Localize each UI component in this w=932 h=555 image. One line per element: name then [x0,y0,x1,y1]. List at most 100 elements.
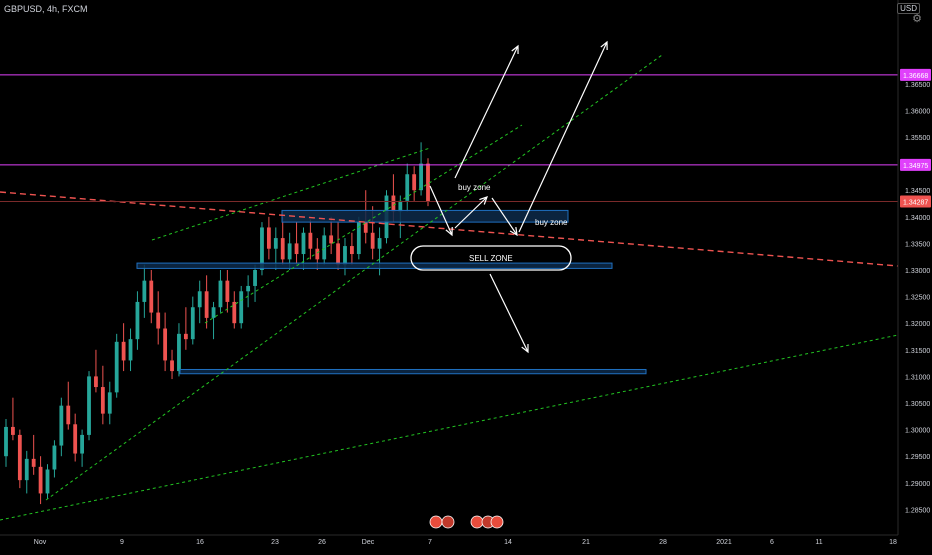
candle-body [356,222,361,255]
trend-line [204,124,523,324]
candle-body [11,426,15,435]
candle-body [45,469,50,494]
y-tick-label: 1.29000 [905,481,930,488]
candle-body [197,291,202,308]
sell-zone-outline [410,245,572,271]
candle-body [266,227,271,249]
trend-line [45,54,663,501]
candle-body [183,333,188,340]
candle-body [301,232,306,255]
candle-body [190,307,195,340]
candle-body [363,222,368,233]
candle-body [100,387,105,414]
candle-body [94,376,98,388]
currency-badge[interactable]: USD [897,3,920,14]
candle-body [322,235,327,260]
trend-line [151,147,431,241]
y-tick-label: 1.32500 [905,295,930,302]
annotation-label: SELL ZONE [469,254,513,263]
event-marker [490,515,504,529]
x-tick-label: 28 [659,539,667,546]
y-tick-label: 1.33500 [905,241,930,248]
candle-body [391,195,396,212]
zone-box [281,209,569,223]
candle-body [204,291,209,318]
candle-body [80,434,85,454]
y-tick-label: 1.34500 [905,188,930,195]
candle-body [239,291,244,324]
y-tick-label: 1.36500 [905,82,930,89]
candle-body [377,238,382,249]
candle-body [419,163,423,191]
arrow-line [454,196,488,229]
y-tick-label: 1.30500 [905,401,930,408]
candle-body [170,360,174,372]
candle-body [114,341,119,393]
candle-body [128,339,133,361]
candle-body [336,243,340,265]
symbol-label: GBPUSD, 4h, FXCM [4,4,88,14]
trend-line [0,334,899,521]
x-tick-label: 21 [582,539,590,546]
arrow-line [518,41,608,233]
candle-body [329,235,334,244]
candle-body [349,246,354,255]
candle-body [149,280,154,313]
price-badge [900,195,931,208]
candle-body [52,445,57,470]
annotation-label: buy zone [535,218,568,227]
price-badge-label: 1.36668 [903,73,928,80]
candle-body [426,163,430,202]
x-tick-label: 26 [318,539,326,546]
annotation-label: buy zone [458,183,491,192]
event-marker [429,515,443,529]
arrow-line [489,273,529,353]
candle-body [253,270,257,286]
candle-body [370,232,375,249]
x-tick-label: 9 [120,539,124,546]
x-tick-label: 7 [428,539,432,546]
y-tick-label: 1.31500 [905,348,930,355]
candle-body [232,301,237,324]
x-tick-label: 23 [271,539,279,546]
arrow-head [445,226,453,237]
arrow-line [454,45,519,179]
y-tick-label: 1.30000 [905,428,930,435]
y-tick-label: 1.34000 [905,215,930,222]
gear-icon[interactable]: ⚙ [912,13,922,25]
y-tick-label: 1.29500 [905,454,930,461]
candle-body [218,280,223,308]
arrow-head [600,40,608,51]
x-tick-label: 14 [504,539,512,546]
candle-body [405,174,410,201]
y-tick-label: 1.31000 [905,374,930,381]
candle-body [211,307,216,318]
y-tick-label: 1.32000 [905,321,930,328]
x-tick-label: 18 [889,539,897,546]
candle-body [4,426,8,457]
arrow-head [521,343,529,354]
x-tick-label: Dec [362,539,375,546]
price-badge-label: 1.34287 [903,200,928,207]
candle-body [66,405,71,425]
candle-body [87,376,91,435]
candle-body [315,248,320,260]
candle-body [246,285,251,292]
candle-body [225,280,230,302]
arrow-line [491,197,518,236]
zone-box [179,368,647,375]
x-tick-label: Nov [34,539,47,546]
candle-body [142,280,147,302]
event-marker [470,515,484,529]
candle-body [398,200,403,212]
candle-body [163,328,168,361]
event-marker [441,515,455,529]
arrow-head [509,226,518,237]
candle-body [260,227,264,270]
arrow-head [479,196,488,205]
zone-box [136,262,613,269]
candle-body [38,466,43,494]
